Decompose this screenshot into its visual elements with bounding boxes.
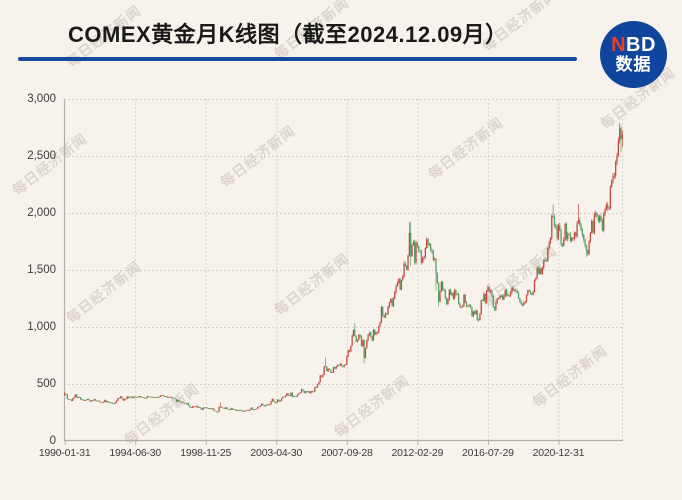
nbd-logo-bd: BD (626, 34, 656, 57)
y-tick-label: 1,000 (27, 320, 56, 333)
candles (64, 122, 623, 413)
x-tick-label: 2003-04-30 (250, 447, 303, 459)
x-tick-label: 2016-07-29 (462, 447, 514, 459)
nbd-logo: NBD 数据 (600, 21, 667, 88)
x-tick-label: 1998-11-25 (180, 447, 232, 459)
x-tick-label: 2012-02-29 (391, 447, 444, 459)
y-tick-label: 3,000 (27, 92, 56, 105)
x-axis-labels: 1990-01-31 1994-06-30 1998-11-25 2003-04-30… (39, 446, 629, 462)
nbd-logo-n: N (611, 34, 627, 57)
y-tick-label: 1,500 (27, 263, 56, 276)
title-divider (18, 57, 577, 61)
y-tick-label: 500 (36, 377, 56, 390)
x-tick-label: 1994-06-30 (109, 447, 162, 459)
y-axis-labels: 0 500 1,000 1,500 2,000 2,500 3,000 (0, 93, 56, 447)
nbd-logo-subtext: 数据 (615, 55, 652, 75)
y-tick-label: 0 (49, 434, 56, 447)
x-tick-label: 2020-12-31 (532, 447, 585, 459)
plot-area (63, 99, 623, 445)
y-tick-label: 2,500 (27, 149, 56, 162)
x-tick-label: 1990-01-31 (38, 447, 91, 459)
nbd-logo-text: NBD (611, 35, 656, 56)
y-tick-label: 2,000 (27, 206, 56, 219)
x-tick-label: 2007-09-28 (320, 447, 373, 459)
page-title: COMEX黄金月K线图（截至2024.12.09月） (68, 22, 508, 47)
